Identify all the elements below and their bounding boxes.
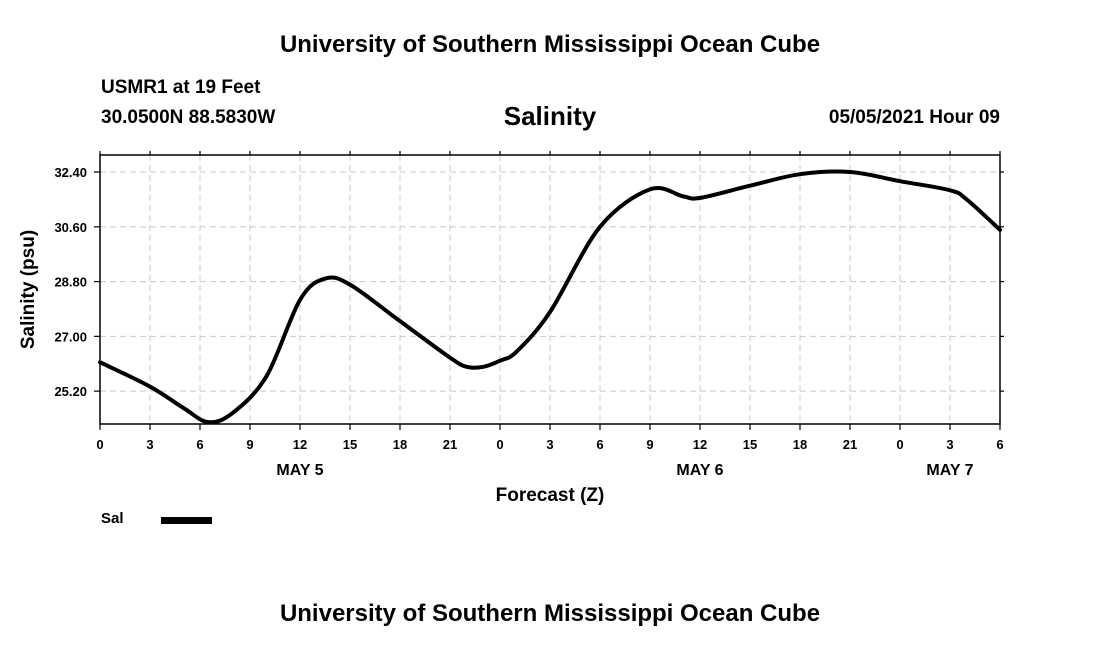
x-tick-label: 9 [246,437,253,452]
x-tick-label: 0 [896,437,903,452]
x-tick-label: 21 [843,437,857,452]
y-tick-label: 30.60 [54,220,87,235]
datetime-label: 05/05/2021 Hour 09 [828,107,1000,128]
x-tick-label: 9 [646,437,653,452]
x-tick-label: 0 [96,437,103,452]
y-tick-label: 27.00 [54,329,87,344]
x-tick-label: 6 [596,437,603,452]
coordinates-label: 30.0500N 88.5830W [101,107,276,128]
y-tick-label: 32.40 [54,165,87,180]
station-label: USMR1 at 19 Feet [101,77,261,98]
date-label: MAY 5 [276,462,323,479]
legend-swatch [161,517,212,524]
x-tick-label: 18 [793,437,807,452]
series-line-sal [98,169,1002,425]
x-axis-title: Forecast (Z) [496,485,605,506]
date-label: MAY 6 [676,462,723,479]
x-tick-label: 3 [946,437,953,452]
footer-title: University of Southern Mississippi Ocean… [279,600,821,627]
x-tick-label: 21 [443,437,457,452]
x-tick-label: 0 [496,437,503,452]
x-tick-label: 3 [146,437,153,452]
y-axis-title: Salinity (psu) [18,230,39,349]
x-tick-label: 6 [196,437,203,452]
page-title: University of Southern Mississippi Ocean… [279,31,821,58]
x-tick-label: 6 [996,437,1003,452]
legend-label: Sal [101,510,124,527]
x-tick-label: 12 [693,437,707,452]
variable-title: Salinity [503,101,597,131]
x-tick-label: 18 [393,437,407,452]
x-tick-label: 15 [743,437,757,452]
x-tick-label: 15 [343,437,357,452]
y-tick-label: 25.20 [54,384,87,399]
date-label: MAY 7 [926,462,973,479]
x-tick-label: 3 [546,437,553,452]
y-tick-label: 28.80 [54,275,87,290]
x-tick-label: 12 [293,437,307,452]
